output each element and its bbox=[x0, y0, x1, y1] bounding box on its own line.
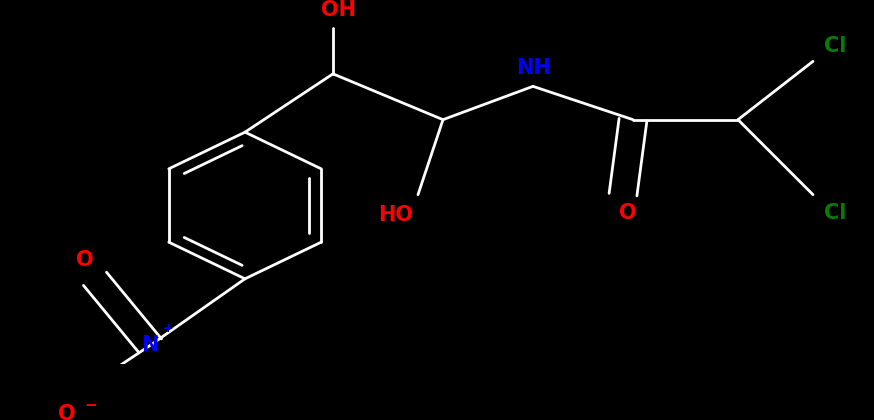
Text: OH: OH bbox=[321, 0, 356, 20]
Text: HO: HO bbox=[378, 205, 413, 226]
Text: Cl: Cl bbox=[824, 203, 846, 223]
Text: O: O bbox=[59, 404, 76, 420]
Text: NH: NH bbox=[516, 58, 551, 78]
Text: −: − bbox=[85, 398, 97, 413]
Text: Cl: Cl bbox=[824, 37, 846, 56]
Text: N: N bbox=[142, 336, 159, 355]
Text: O: O bbox=[76, 250, 94, 270]
Text: +: + bbox=[163, 322, 173, 335]
Text: O: O bbox=[619, 203, 637, 223]
